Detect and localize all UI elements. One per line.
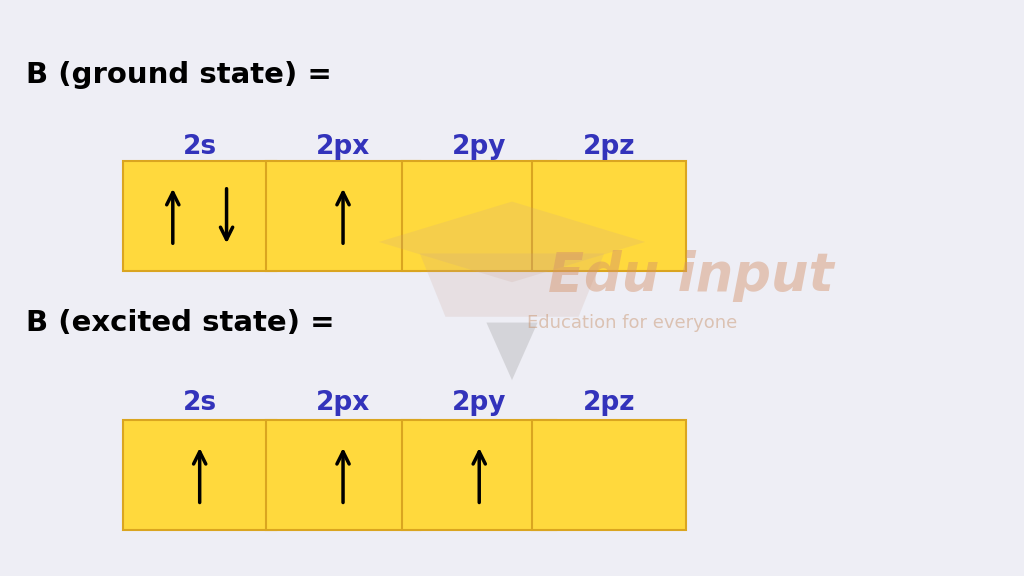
Text: Edu input: Edu input (548, 251, 834, 302)
Text: B (excited state) =: B (excited state) = (26, 309, 334, 336)
Polygon shape (486, 323, 538, 380)
Polygon shape (420, 253, 604, 317)
Text: 2pz: 2pz (583, 134, 636, 160)
Text: 2px: 2px (316, 390, 370, 416)
Text: 2py: 2py (452, 390, 507, 416)
Text: B (ground state) =: B (ground state) = (26, 61, 332, 89)
Text: 2py: 2py (452, 134, 507, 160)
FancyBboxPatch shape (123, 420, 276, 530)
Polygon shape (379, 202, 645, 282)
Text: 2px: 2px (316, 134, 370, 160)
Text: 2s: 2s (182, 134, 217, 160)
FancyBboxPatch shape (532, 161, 686, 271)
FancyBboxPatch shape (123, 161, 276, 271)
Text: 2s: 2s (182, 390, 217, 416)
FancyBboxPatch shape (402, 420, 556, 530)
FancyBboxPatch shape (402, 161, 556, 271)
FancyBboxPatch shape (266, 420, 420, 530)
FancyBboxPatch shape (266, 161, 420, 271)
FancyBboxPatch shape (532, 420, 686, 530)
Text: 2pz: 2pz (583, 390, 636, 416)
Text: Education for everyone: Education for everyone (527, 313, 737, 332)
